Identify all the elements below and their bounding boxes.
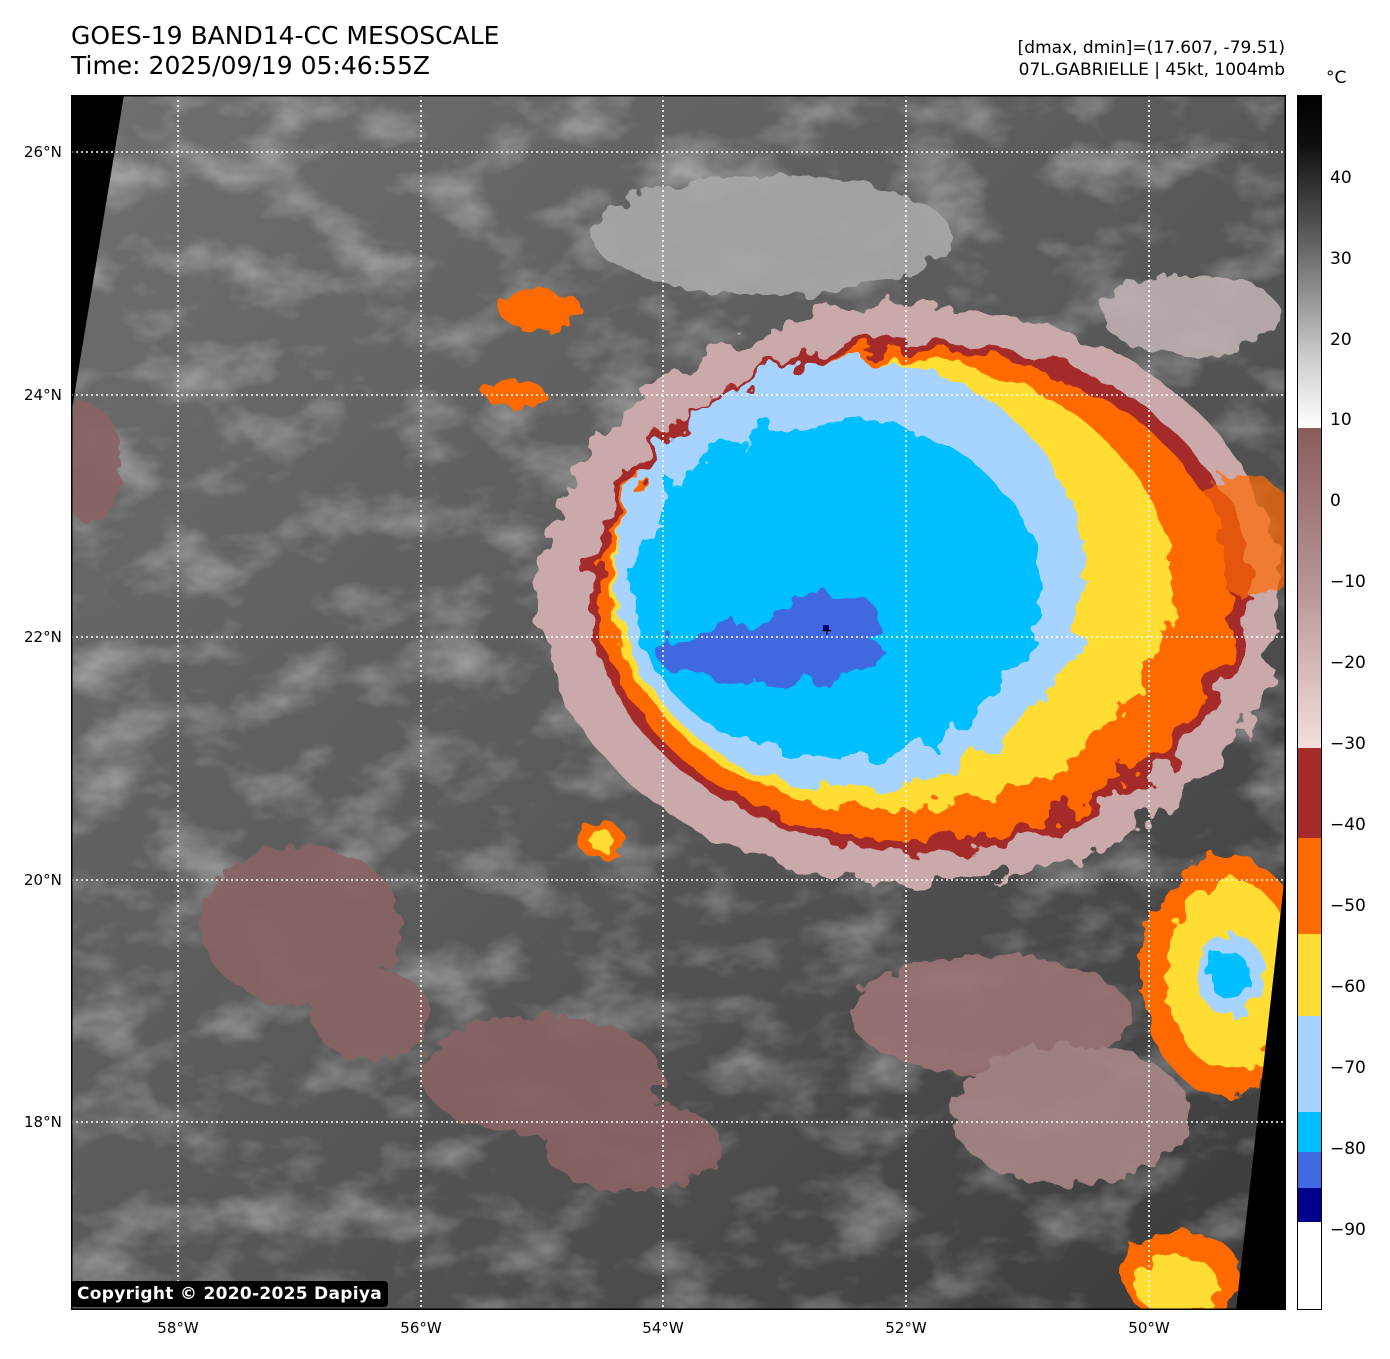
colorbar-tick: 10	[1330, 410, 1352, 430]
colorbar-tick: −40	[1330, 815, 1366, 835]
dmax-dmin-info: [dmax, dmin]=(17.607, -79.51)	[1017, 38, 1285, 58]
lon-label-50w: 50°W	[1128, 1319, 1170, 1337]
lat-label-20n: 20°N	[24, 871, 62, 889]
colorbar-tick: 20	[1330, 330, 1352, 350]
colorbar-tick: 40	[1330, 168, 1352, 188]
colorbar-tick: 0	[1330, 491, 1341, 511]
lon-label-54w: 54°W	[642, 1319, 684, 1337]
product-title: GOES-19 BAND14-CC MESOSCALE	[71, 21, 500, 50]
storm-cloud-shield	[541, 305, 1281, 885]
secondary-convection	[486, 290, 1286, 1310]
lat-label-22n: 22°N	[24, 628, 62, 646]
colorbar-tick: −60	[1330, 977, 1366, 997]
colorbar-tick: 30	[1330, 249, 1352, 269]
no-data-right	[1236, 865, 1286, 1310]
lon-label-56w: 56°W	[400, 1319, 442, 1337]
lat-label-24n: 24°N	[24, 386, 62, 404]
low-cloud-regions	[71, 175, 1281, 1190]
colorbar-tick: −10	[1330, 572, 1366, 592]
storm-center-marker: +	[821, 623, 833, 639]
copyright-badge: Copyright © 2020-2025 Dapiya	[71, 1281, 388, 1307]
colorbar-tick: −90	[1330, 1220, 1366, 1240]
colorbar-tick: −80	[1330, 1139, 1366, 1159]
time-title: Time: 2025/09/19 05:46:55Z	[71, 51, 430, 80]
no-data-left	[71, 95, 124, 415]
lon-label-52w: 52°W	[885, 1319, 927, 1337]
colorbar-tick: −70	[1330, 1058, 1366, 1078]
colorbar-tick: −50	[1330, 896, 1366, 916]
colorbar-tick: −20	[1330, 653, 1366, 673]
colorbar-tick: −30	[1330, 734, 1366, 754]
lat-label-18n: 18°N	[24, 1113, 62, 1131]
satellite-map: +	[71, 95, 1286, 1310]
colorbar	[1297, 95, 1322, 1310]
storm-info: 07L.GABRIELLE | 45kt, 1004mb	[1018, 60, 1285, 80]
lon-label-58w: 58°W	[157, 1319, 199, 1337]
lat-label-26n: 26°N	[24, 143, 62, 161]
colorbar-unit: °C	[1326, 68, 1347, 88]
